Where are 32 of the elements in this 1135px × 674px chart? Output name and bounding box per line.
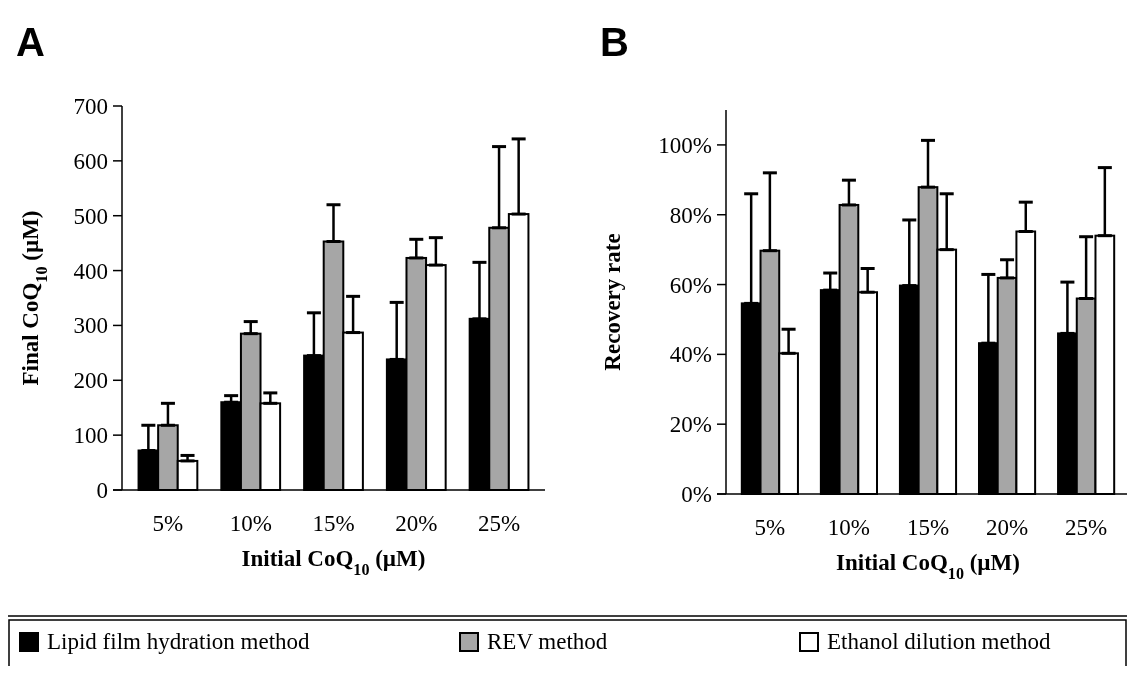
y-tick-label: 600 xyxy=(73,148,108,174)
y-tick-label: 40% xyxy=(669,342,712,368)
y-tick-label: 0 xyxy=(96,478,108,504)
x-tick-label: 25% xyxy=(1065,515,1108,540)
legend-label: Ethanol dilution method xyxy=(827,629,1052,654)
y-axis-title: Recovery rate xyxy=(600,233,625,371)
x-tick-label: 25% xyxy=(477,511,521,536)
x-tick-label: 10% xyxy=(827,515,871,540)
x-axis-title: Initial CoQ$_{10}$ (µM) xyxy=(836,550,1020,582)
y-tick-label: 20% xyxy=(669,412,712,438)
y-tick-label: 200 xyxy=(73,368,108,394)
x-tick-label: 5% xyxy=(754,515,786,540)
y-tick-label: 100 xyxy=(73,423,108,449)
x-tick-label: 15% xyxy=(906,515,950,540)
y-tick-label: 100% xyxy=(658,132,712,158)
y-tick-label: 300 xyxy=(73,313,108,339)
x-tick-label: 15% xyxy=(312,511,355,536)
legend-label: Lipid film hydration method xyxy=(47,629,311,654)
y-tick-label: 500 xyxy=(73,203,108,229)
x-tick-label: 20% xyxy=(395,511,438,536)
x-tick-label: 5% xyxy=(152,511,184,536)
chart-title: A xyxy=(16,20,45,64)
x-tick-label: 20% xyxy=(985,515,1029,540)
legend-label: REV method xyxy=(487,629,608,654)
y-tick-label: 400 xyxy=(73,258,108,284)
y-tick-label: 60% xyxy=(669,272,712,298)
y-tick-label: 0% xyxy=(681,482,712,508)
chart-title: B xyxy=(600,20,629,64)
x-tick-label: 10% xyxy=(229,511,272,536)
y-tick-label: 700 xyxy=(73,94,108,120)
x-axis-title: Initial CoQ$_{10}$ (µM) xyxy=(241,546,426,578)
y-tick-label: 80% xyxy=(669,202,712,228)
